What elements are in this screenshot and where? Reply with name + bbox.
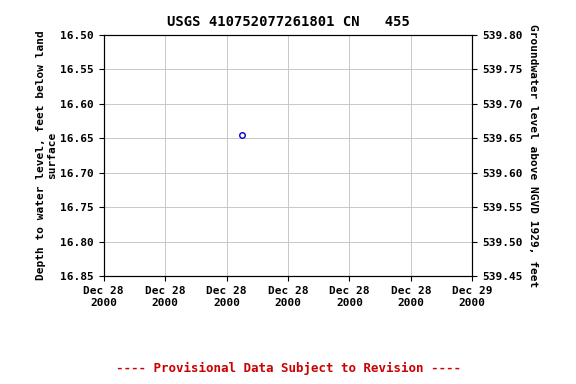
Y-axis label: Groundwater level above NGVD 1929, feet: Groundwater level above NGVD 1929, feet [528,24,538,287]
Y-axis label: Depth to water level, feet below land
surface: Depth to water level, feet below land su… [36,31,58,280]
Title: USGS 410752077261801 CN   455: USGS 410752077261801 CN 455 [166,15,410,29]
Text: ---- Provisional Data Subject to Revision ----: ---- Provisional Data Subject to Revisio… [116,362,460,375]
